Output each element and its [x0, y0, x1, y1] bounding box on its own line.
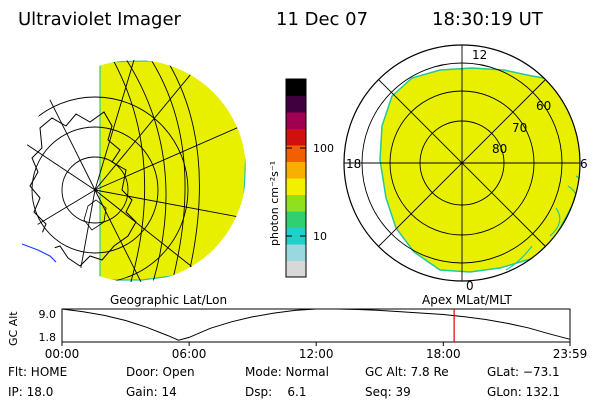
geographic-latitude: GLat: −73.1 [487, 365, 560, 379]
mlat-label-70: 70 [512, 121, 527, 135]
colorbar-scale [286, 79, 306, 278]
flight-status: Flt: HOME [8, 365, 67, 379]
mode-status: Mode: Normal [245, 365, 329, 379]
x-tick-label: 23:59 [553, 347, 588, 361]
display-value: Dsp: 6.1 [245, 385, 307, 399]
emission-region-right [379, 67, 580, 273]
x-tick-label: 18:00 [426, 347, 461, 361]
y-axis-label: GC Alt [7, 311, 20, 346]
mlat-label-80: 80 [492, 142, 507, 156]
magnetic-label: Apex MLat/MLT [422, 293, 512, 307]
colorbar-segment [286, 178, 306, 195]
colorbar-segment [286, 112, 306, 129]
mlt-label-12: 12 [472, 48, 487, 62]
colorbar-unit-label: photon cm⁻²s⁻¹ [268, 161, 281, 246]
gain-value: Gain: 14 [126, 385, 177, 399]
door-status: Door: Open [126, 365, 195, 379]
mlt-label-0: 0 [466, 279, 474, 293]
ip-value: IP: 18.0 [8, 385, 53, 399]
colorbar-tick-label-10: 10 [313, 230, 327, 243]
colorbar-segment [286, 194, 306, 212]
gc-altitude: GC Alt: 7.8 Re [365, 365, 449, 379]
latitude-circle-middle [31, 126, 159, 254]
x-tick-label: 06:00 [172, 347, 207, 361]
sequence-number: Seq: 39 [365, 385, 411, 399]
colorbar-segment [286, 227, 306, 245]
altitude-series-line [61, 308, 571, 341]
x-tick-label: 12:00 [299, 347, 334, 361]
ice-shelf-outline [83, 199, 107, 231]
x-tick-label: 00:00 [45, 347, 80, 361]
y-tick-label-min: 1.8 [39, 331, 57, 344]
instrument-title: Ultraviolet Imager [18, 9, 182, 30]
mlt-label-18: 18 [346, 157, 361, 171]
mlt-lines [344, 45, 580, 281]
antarctica-coastline [29, 111, 137, 267]
latitude-circle-inner [61, 156, 129, 224]
chart-frame [61, 308, 571, 343]
mlt-label-6: 6 [580, 157, 588, 171]
geographic-label: Geographic Lat/Lon [110, 293, 227, 307]
magnetic-map: 12 18 6 0 60 70 80 Apex MLat/MLT [343, 44, 588, 307]
status-footer: Flt: HOME Door: Open Mode: Normal GC Alt… [8, 365, 560, 399]
colorbar-segment [286, 145, 306, 162]
terminator-line [21, 243, 57, 263]
mlat-label-60: 60 [536, 99, 551, 113]
colorbar-tick-label-100: 100 [313, 142, 334, 155]
latitude-circle-outer [24, 96, 189, 282]
image-date: 11 Dec 07 [276, 9, 368, 30]
geographic-longitude: GLon: 132.1 [487, 385, 560, 399]
colorbar-segment [286, 95, 306, 113]
colorbar-segment [286, 211, 306, 228]
colorbar-segment [286, 260, 306, 278]
y-tick-label-max: 9.0 [39, 308, 57, 321]
altitude-chart: GC Alt 9.0 1.8 00:00 06:00 12:00 18:00 23:59 [7, 308, 587, 361]
colorbar-segment [286, 128, 306, 146]
colorbar-segment [286, 161, 306, 179]
geographic-map: Geographic Lat/Lon [21, 60, 246, 307]
colorbar-segment [286, 79, 306, 96]
colorbar-segment [286, 244, 306, 261]
intensity-colorbar: 100 10 photon cm⁻²s⁻¹ [268, 78, 334, 278]
map-boundary [343, 44, 581, 282]
image-time: 18:30:19 UT [432, 9, 544, 30]
